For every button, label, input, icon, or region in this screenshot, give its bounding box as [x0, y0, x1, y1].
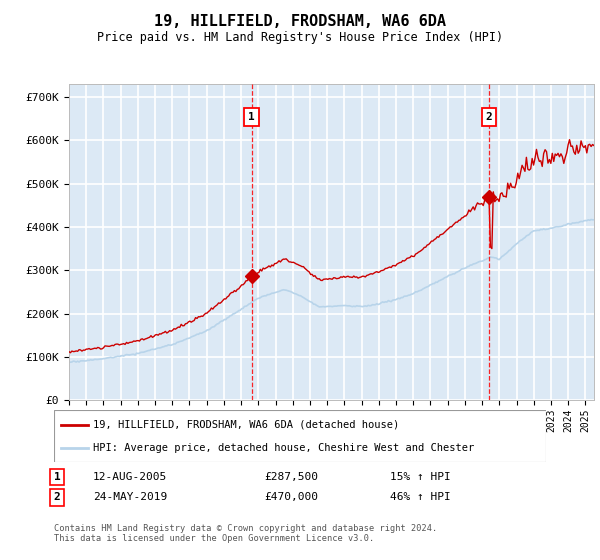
Text: 24-MAY-2019: 24-MAY-2019	[93, 492, 167, 502]
Text: 19, HILLFIELD, FRODSHAM, WA6 6DA: 19, HILLFIELD, FRODSHAM, WA6 6DA	[154, 14, 446, 29]
Text: 1: 1	[248, 112, 255, 122]
Text: 2: 2	[53, 492, 61, 502]
Text: 15% ↑ HPI: 15% ↑ HPI	[390, 472, 451, 482]
Text: Contains HM Land Registry data © Crown copyright and database right 2024.
This d: Contains HM Land Registry data © Crown c…	[54, 524, 437, 543]
Text: 19, HILLFIELD, FRODSHAM, WA6 6DA (detached house): 19, HILLFIELD, FRODSHAM, WA6 6DA (detach…	[94, 419, 400, 430]
Text: 46% ↑ HPI: 46% ↑ HPI	[390, 492, 451, 502]
Text: £470,000: £470,000	[264, 492, 318, 502]
Text: 2: 2	[485, 112, 492, 122]
Text: 1: 1	[53, 472, 61, 482]
Text: 12-AUG-2005: 12-AUG-2005	[93, 472, 167, 482]
Text: Price paid vs. HM Land Registry's House Price Index (HPI): Price paid vs. HM Land Registry's House …	[97, 31, 503, 44]
Text: £287,500: £287,500	[264, 472, 318, 482]
Text: HPI: Average price, detached house, Cheshire West and Chester: HPI: Average price, detached house, Ches…	[94, 444, 475, 454]
